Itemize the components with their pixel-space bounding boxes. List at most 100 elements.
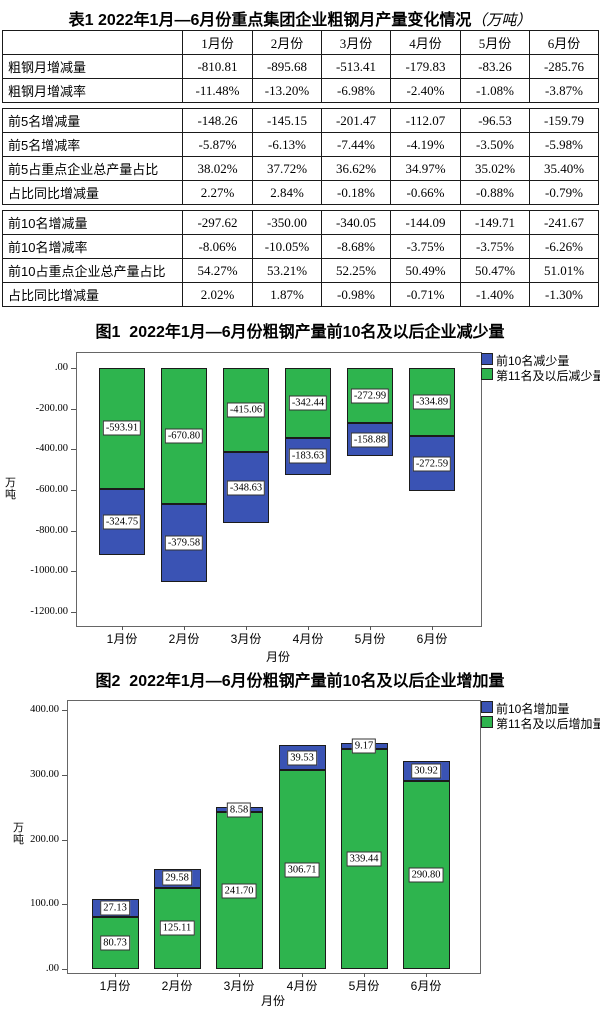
- row-label: 前10名增减率: [2, 234, 183, 259]
- column-header: 2月份: [252, 30, 322, 55]
- bar-value-label: 27.13: [100, 900, 130, 916]
- table-cell: -513.41: [321, 54, 391, 79]
- plot-area: [67, 700, 481, 974]
- table-cell: -0.98%: [321, 282, 391, 307]
- bar-value-label: 30.92: [411, 763, 441, 779]
- legend-swatch: [481, 716, 493, 728]
- table-cell: -0.71%: [390, 282, 461, 307]
- column-header: [2, 30, 183, 55]
- table-cell: 50.49%: [390, 258, 461, 283]
- x-tick-mark: [426, 973, 427, 977]
- table-cell: 2.84%: [252, 180, 322, 205]
- table-cell: -0.66%: [390, 180, 461, 205]
- x-tick-mark: [115, 973, 116, 977]
- row-label: 前5名增减率: [2, 132, 183, 157]
- table-title-unit: （万吨）: [471, 13, 532, 29]
- bar-value-label: -593.91: [102, 420, 142, 436]
- bar-value-label: -342.44: [288, 395, 328, 411]
- table-cell: -148.26: [182, 108, 253, 133]
- x-tick-label: 1月份: [99, 979, 131, 993]
- table-row: 粗钢月增减率 -11.48% -13.20% -6.98% -2.40% -1.08% -3…: [2, 78, 599, 103]
- table-cell: -0.18%: [321, 180, 391, 205]
- table-cell: -6.13%: [252, 132, 322, 157]
- bar-value-label: -324.75: [102, 514, 142, 530]
- row-label: 粗钢月增减率: [2, 78, 183, 103]
- bar-value-label: 241.70: [221, 883, 257, 899]
- bar-value-label: -158.88: [350, 432, 390, 448]
- x-tick-label: 6月份: [410, 979, 442, 993]
- table-cell: -1.30%: [529, 282, 599, 307]
- bar-value-label: -415.06: [226, 402, 266, 418]
- x-tick-label: 2月份: [161, 979, 193, 993]
- table-cell: -3.87%: [529, 78, 599, 103]
- legend-swatch: [481, 353, 493, 365]
- table-cell: 35.40%: [529, 156, 599, 181]
- y-tick-mark: [71, 408, 76, 410]
- legend-label: 前10名减少量: [496, 354, 570, 368]
- bar-value-label: 306.71: [284, 862, 320, 878]
- y-tick-mark: [71, 489, 76, 491]
- table-cell: -0.88%: [460, 180, 530, 205]
- y-tick-mark: [71, 611, 76, 613]
- table-cell: -8.06%: [182, 234, 253, 259]
- y-tick-label: .00: [54, 362, 68, 373]
- table-cell: -2.40%: [390, 78, 461, 103]
- column-header: 4月份: [390, 30, 461, 55]
- legend-label: 第11名及以后增加量: [496, 717, 600, 731]
- y-tick-mark: [71, 449, 76, 451]
- table-cell: -3.50%: [460, 132, 530, 157]
- y-tick-label: .00: [45, 963, 59, 974]
- table-cell: -96.53: [460, 108, 530, 133]
- bar-value-label: 80.73: [100, 935, 130, 951]
- table-cell: -810.81: [182, 54, 253, 79]
- table-cell: -5.98%: [529, 132, 599, 157]
- table-cell: -0.79%: [529, 180, 599, 205]
- table-row: 前5名增减量 -148.26 -145.15 -201.47 -112.07 -96.53…: [2, 108, 599, 133]
- x-tick-mark: [432, 626, 433, 630]
- x-tick-label: 3月份: [230, 632, 262, 646]
- column-header: 1月份: [182, 30, 253, 55]
- x-tick-label: 3月份: [223, 979, 255, 993]
- y-tick-mark: [62, 969, 67, 970]
- table-cell: -149.71: [460, 210, 530, 235]
- table-cell: -8.68%: [321, 234, 391, 259]
- row-label: 占比同比增减量: [2, 180, 183, 205]
- x-tick-mark: [246, 626, 247, 630]
- y-tick-label: 100.00: [30, 898, 59, 910]
- legend-label: 前10名增加量: [496, 702, 570, 716]
- table-title-text: 表1 2022年1月—6月份重点集团企业粗钢月产量变化情况: [68, 12, 472, 29]
- table-cell: -895.68: [252, 54, 322, 79]
- figure1-title: 图1 2022年1月—6月份粗钢产量前10名及以后企业减少量: [95, 324, 505, 341]
- table-cell: 54.27%: [182, 258, 253, 283]
- table-cell: -4.19%: [390, 132, 461, 157]
- y-tick-label: -800.00: [35, 524, 68, 536]
- y-tick-label: -200.00: [35, 402, 68, 414]
- y-tick-label: -1200.00: [30, 605, 68, 617]
- table-row: 前10名增减率 -8.06% -10.05% -8.68% -3.75% -3.75% -6…: [2, 234, 599, 259]
- figure2-title: 图2 2022年1月—6月份粗钢产量前10名及以后企业增加量: [95, 673, 505, 690]
- table-cell: 52.25%: [321, 258, 391, 283]
- table-row: 前5占重点企业总产量占比 38.02% 37.72% 36.62% 34.97% 35.0…: [2, 156, 599, 181]
- row-label: 前10占重点企业总产量占比: [2, 258, 183, 283]
- y-tick-label: -400.00: [35, 443, 68, 455]
- table-cell: 53.21%: [252, 258, 322, 283]
- table-section-1: 1月份 2月份 3月份 4月份 5月份 6月份 粗钢月增减量 -810.81 -895.68 -5…: [2, 30, 599, 103]
- table-cell: 38.02%: [182, 156, 253, 181]
- table-cell: -1.08%: [460, 78, 530, 103]
- bar-value-label: -334.89: [412, 394, 452, 410]
- table-cell: 2.27%: [182, 180, 253, 205]
- y-tick-mark: [62, 710, 67, 711]
- table-cell: -159.79: [529, 108, 599, 133]
- bar-value-label: -670.80: [164, 428, 204, 444]
- y-tick-label: 200.00: [30, 833, 59, 845]
- y-tick-mark: [62, 774, 67, 776]
- table-row: 粗钢月增减量 -810.81 -895.68 -513.41 -179.83 -83.26…: [2, 54, 599, 79]
- y-tick-mark: [71, 571, 76, 573]
- table-cell: -350.00: [252, 210, 322, 235]
- table-section-3: 前10名增减量 -297.62 -350.00 -340.05 -144.09 -149.…: [2, 210, 599, 307]
- x-tick-label: 6月份: [416, 632, 448, 646]
- table-cell: -6.98%: [321, 78, 391, 103]
